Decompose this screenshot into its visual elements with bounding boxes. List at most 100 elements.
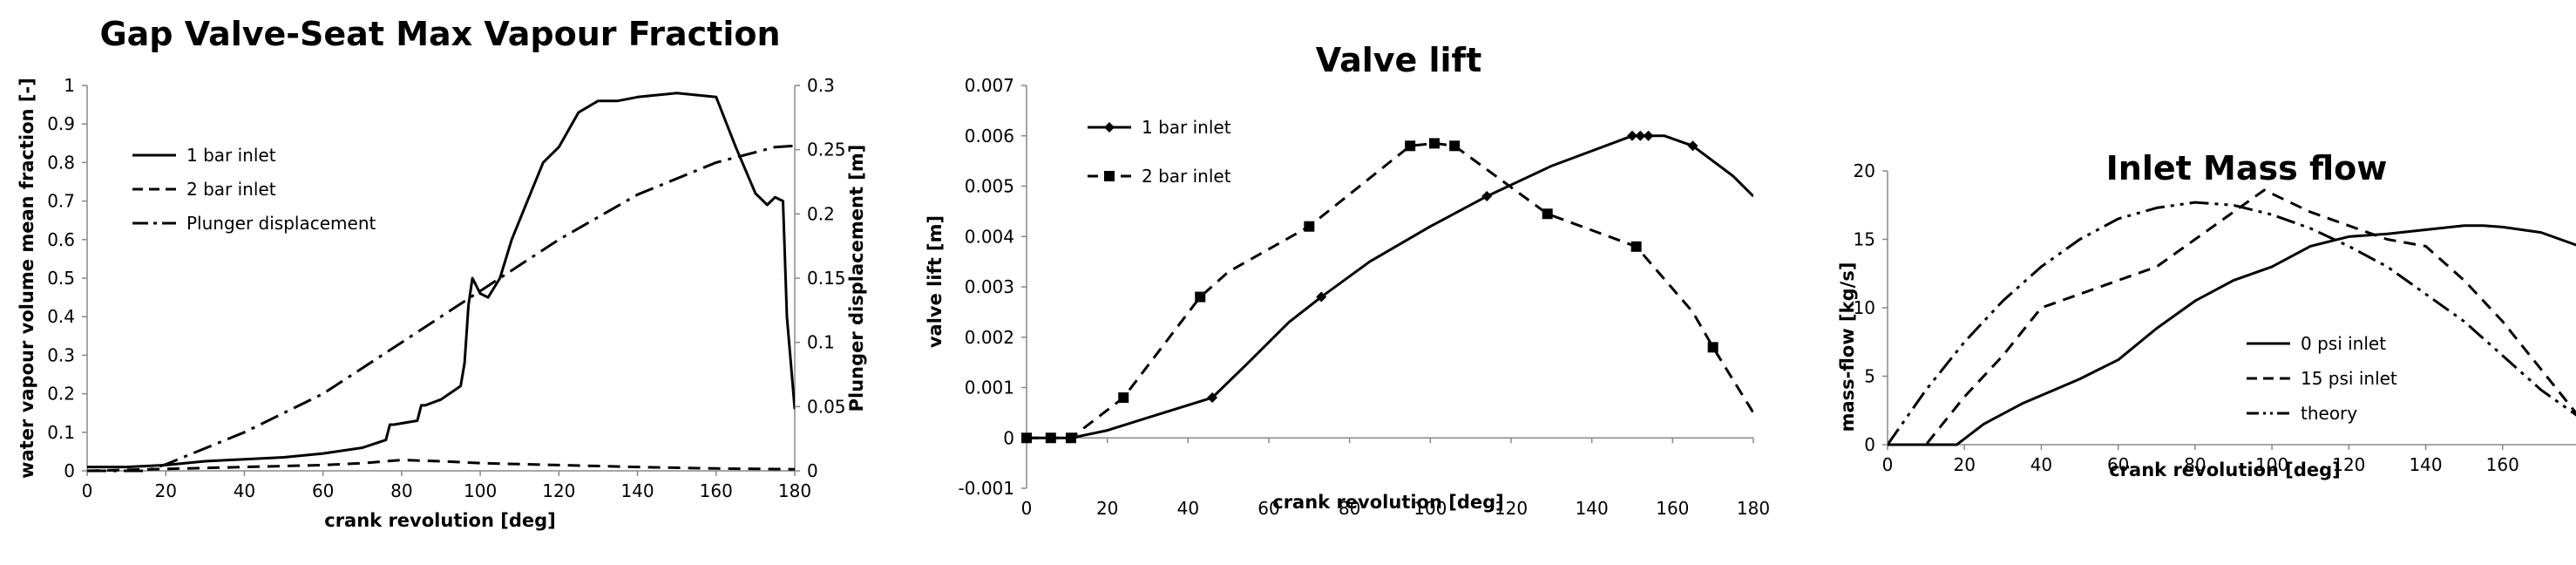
- x-tick-label: 20: [1953, 454, 1975, 475]
- data-point-square: [1428, 138, 1440, 149]
- x-tick-label: 100: [2255, 454, 2288, 475]
- data-point-square: [1449, 140, 1461, 152]
- series-line-2: [1027, 141, 1753, 439]
- data-point-square: [1405, 140, 1416, 152]
- y-tick-label: 0.5: [47, 268, 75, 289]
- y-tick-label: -0.001: [959, 478, 1014, 499]
- series-line-3: [87, 144, 795, 473]
- y-tick-label: 0.2: [47, 384, 75, 405]
- x-axis-title: crank revolution [deg]: [324, 510, 556, 531]
- chart-title: Valve lift: [1316, 41, 1482, 79]
- legend-label-1: 1 bar inlet: [186, 145, 276, 166]
- y-tick-label: 20: [1854, 160, 1875, 181]
- legend-label-3: theory: [2301, 403, 2357, 424]
- y2-tick-label: 0.05: [807, 396, 846, 417]
- x-tick-label: 40: [1177, 498, 1199, 519]
- mass-flow-chart: Inlet Mass flow 0 20 40 60 80 100 120 140 160 0 5 10…: [1837, 149, 2576, 480]
- y-axis-title: valve lift [m]: [925, 215, 946, 348]
- x-tick-label: 60: [1257, 498, 1279, 519]
- data-point-diamond: [1481, 191, 1493, 202]
- data-point-square: [1630, 241, 1642, 252]
- y-tick-label: 0: [1864, 434, 1875, 455]
- y-tick-label: 0.3: [47, 344, 75, 365]
- x-tick-label: 120: [1495, 498, 1528, 519]
- data-point-diamond: [1207, 392, 1218, 404]
- x-tick-label: 140: [620, 480, 654, 501]
- x-tick-label: 140: [1576, 498, 1609, 519]
- legend-label-2: 2 bar inlet: [1142, 166, 1231, 187]
- x-tick-label: 100: [1413, 498, 1447, 519]
- x-tick-label: 120: [2332, 454, 2365, 475]
- series-line-1: [1027, 134, 1753, 439]
- x-tick-label: 40: [234, 480, 255, 501]
- y-tick-label: 1: [64, 75, 75, 96]
- data-point-square: [1195, 291, 1206, 303]
- y-tick-label: 0: [64, 460, 75, 481]
- data-point-square: [1021, 432, 1032, 444]
- y-tick-label: 0.007: [965, 75, 1014, 96]
- series-line-1: [1888, 224, 2576, 446]
- x-tick-label: 180: [1737, 498, 1770, 519]
- data-point-diamond: [1643, 130, 1654, 141]
- chart-title: Gap Valve-Seat Max Vapour Fraction: [99, 15, 780, 53]
- x-tick-label: 140: [2409, 454, 2442, 475]
- x-tick-label: 0: [1882, 454, 1894, 475]
- legend-label-2: 15 psi inlet: [2301, 368, 2397, 389]
- chart-title: Inlet Mass flow: [2106, 149, 2388, 187]
- y2-tick-label: 0.15: [807, 268, 846, 289]
- y2-tick-label: 0.25: [807, 140, 846, 160]
- legend-marker: [1104, 171, 1115, 181]
- x-tick-label: 120: [542, 480, 575, 501]
- y-tick-label: 0.4: [47, 306, 75, 327]
- x-tick-label: 180: [778, 480, 811, 501]
- x-tick-label: 160: [1656, 498, 1689, 519]
- x-tick-label: 160: [2486, 454, 2519, 475]
- data-point-square: [1707, 342, 1718, 353]
- series-line-3: [1888, 201, 2576, 446]
- y-tick-label: 0.9: [47, 113, 75, 134]
- legend-label-1: 1 bar inlet: [1142, 117, 1231, 138]
- vapour-fraction-chart: Gap Valve-Seat Max Vapour Fraction 0 20 40 6…: [17, 15, 867, 531]
- x-tick-label: 80: [2184, 454, 2206, 475]
- x-tick-label: 40: [2030, 454, 2052, 475]
- series-line-1: [87, 92, 795, 469]
- x-tick-label: 100: [464, 480, 497, 501]
- y-tick-label: 0.6: [47, 229, 75, 250]
- data-point-diamond: [1687, 140, 1698, 152]
- legend-label-3: Plunger displacement: [186, 213, 376, 234]
- legend-marker: [1104, 122, 1115, 133]
- y2-tick-label: 0.3: [807, 75, 835, 96]
- y-tick-label: 0.005: [965, 176, 1014, 197]
- y-tick-label: 0.7: [47, 191, 75, 212]
- y-tick-label: 0: [1003, 427, 1014, 448]
- x-tick-label: 0: [82, 480, 93, 501]
- series-line-2: [1888, 188, 2576, 446]
- x-axis-title: crank revolution [deg]: [2109, 459, 2341, 480]
- x-tick-label: 60: [2107, 454, 2129, 475]
- y2-tick-label: 0: [807, 460, 818, 481]
- y-tick-label: 0.1: [47, 422, 75, 443]
- x-tick-label: 20: [1096, 498, 1118, 519]
- y-tick-label: 5: [1864, 366, 1875, 387]
- data-point-square: [1065, 432, 1076, 444]
- y-axis-title: mass-flow [kg/s]: [1837, 262, 1858, 432]
- y2-axis-title: Plunger displacement [m]: [846, 145, 867, 412]
- series-line-2: [87, 459, 795, 473]
- y-tick-label: 0.001: [965, 378, 1014, 398]
- x-tick-label: 80: [1339, 498, 1360, 519]
- y-tick-label: 0.002: [965, 327, 1014, 348]
- x-tick-label: 20: [154, 480, 176, 501]
- y-tick-label: 0.004: [965, 226, 1014, 247]
- x-tick-label: 160: [700, 480, 733, 501]
- data-point-square: [1304, 221, 1315, 232]
- data-point-diamond: [1627, 130, 1637, 141]
- data-point-square: [1118, 392, 1129, 404]
- data-point-diamond: [1316, 291, 1327, 303]
- y-tick-label: 0.8: [47, 152, 75, 173]
- y2-tick-label: 0.2: [807, 203, 835, 224]
- y-axis-title: water vapour volume mean fraction [-]: [17, 78, 37, 479]
- legend-label-2: 2 bar inlet: [186, 179, 276, 200]
- y2-tick-label: 0.1: [807, 332, 835, 353]
- x-axis-title: crank revolution [deg]: [1272, 492, 1504, 513]
